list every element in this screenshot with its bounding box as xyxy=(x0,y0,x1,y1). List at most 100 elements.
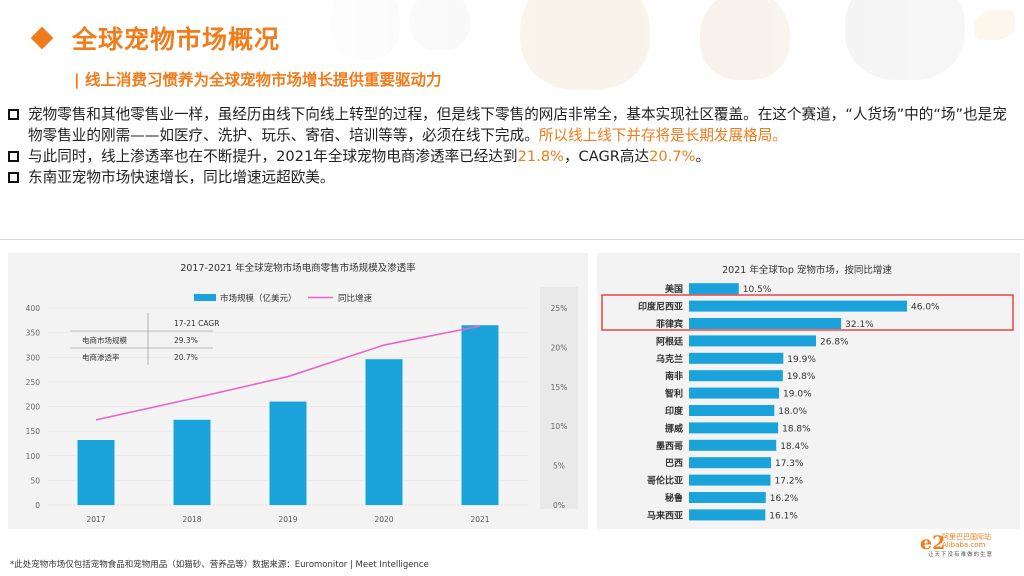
page-subtitle: | 线上消费习惯养为全球宠物市场增长提供重要驱动力 xyxy=(74,71,442,89)
x-tick-label: 2020 xyxy=(374,515,393,524)
y-tick-label: 100 xyxy=(26,452,41,461)
logo-line1: 阿里巴巴国际站 xyxy=(942,533,991,541)
country-label: 南非 xyxy=(665,370,683,382)
y-tick-label: 350 xyxy=(26,329,41,338)
bar-菲律宾 xyxy=(689,318,842,329)
bullet-item: 与此同时，线上渗透率也在不断提升，2021年全球宠物电商渗透率已经达到21.8%… xyxy=(8,146,1016,167)
bar-2017 xyxy=(77,439,115,505)
title-row: 全球宠物市场概况 xyxy=(30,20,281,56)
value-label: 19.9% xyxy=(787,355,816,365)
bar-2019 xyxy=(269,401,307,505)
country-label: 秘鲁 xyxy=(665,492,683,504)
chart-title: 2021 年全球Top 宠物市场，按同比增速 xyxy=(722,264,892,276)
cagr-row-label: 电商市场规模 xyxy=(82,335,127,345)
header-banner xyxy=(0,0,1024,96)
value-label: 17.3% xyxy=(775,459,804,469)
country-label: 菲律宾 xyxy=(656,318,683,330)
page-title: 全球宠物市场概况 xyxy=(72,25,281,54)
y2-tick-label: 0% xyxy=(553,501,565,510)
bullet-text: ，CAGR高达 xyxy=(563,148,650,165)
bullet-list: 宠物零售和其他零售业一样，虽经历由线下向线上转型的过程，但是线下零售的网店非常全… xyxy=(8,104,1016,188)
bar-阿根廷 xyxy=(689,335,817,347)
country-label: 墨西哥 xyxy=(656,441,683,452)
bar-秘鲁 xyxy=(689,492,766,503)
bar-2018 xyxy=(173,419,211,505)
legend-line-label: 同比增速 xyxy=(338,293,373,304)
x-tick-label: 2018 xyxy=(182,515,201,524)
cagr-table: 17-21 CAGR 电商市场规模 29.3% 电商渗透率 20.7% xyxy=(70,313,219,365)
cagr-value: 20.7% xyxy=(649,148,696,165)
x-tick-label: 2017 xyxy=(86,515,105,524)
bar-印度 xyxy=(689,405,775,416)
logo-line3: 让天下没有难做的生意 xyxy=(928,552,994,558)
value-label: 17.2% xyxy=(775,477,804,487)
bullet-text: 宠物零售和其他零售业一样，虽经历由线下向线上转型的过程，但是线下零售的网店非常全… xyxy=(28,106,1007,144)
penetration-value: 21.8% xyxy=(517,148,564,165)
country-label: 印度 xyxy=(665,405,684,417)
country-label: 美国 xyxy=(665,283,683,295)
bullet-box-icon xyxy=(8,109,19,120)
cagr-row-value: 29.3% xyxy=(174,336,198,345)
logo-mark: e2 xyxy=(920,532,946,554)
bullet-item: 东南亚宠物市场快速增长，同比增速远超欧美。 xyxy=(8,167,1016,188)
bullet-text: 与此同时，线上渗透率也在不断提升，2021年全球宠物电商渗透率已经达到 xyxy=(28,148,518,165)
bullet-item: 宠物零售和其他零售业一样，虽经历由线下向线上转型的过程，但是线下零售的网店非常全… xyxy=(8,104,1016,146)
country-label: 智利 xyxy=(665,388,683,400)
y2-tick-label: 15% xyxy=(551,383,568,392)
y-tick-label: 0 xyxy=(35,501,40,510)
right-axis-band xyxy=(540,287,578,509)
value-label: 19.8% xyxy=(787,372,816,382)
bar-马来西亚 xyxy=(689,509,766,521)
value-label: 10.5% xyxy=(743,285,772,295)
value-label: 16.1% xyxy=(769,511,798,521)
highlight-box xyxy=(601,294,1014,331)
cagr-row-value: 20.7% xyxy=(174,353,198,362)
y-tick-label: 50 xyxy=(30,476,40,485)
bar-2021 xyxy=(461,325,499,505)
value-label: 19.0% xyxy=(783,390,812,400)
alibaba-logo: e2 阿里巴巴国际站 Alibaba.com 让天下没有难做的生意 xyxy=(920,530,1020,558)
country-label: 乌克兰 xyxy=(656,353,683,365)
bar-美国 xyxy=(689,283,739,295)
bar-哥伦比亚 xyxy=(689,474,771,486)
bullet-text: 。 xyxy=(695,148,711,165)
cagr-table-header: 17-21 CAGR xyxy=(174,319,219,328)
divider xyxy=(0,239,1024,240)
bar-挪威 xyxy=(689,422,779,434)
ecommerce-chart: 2017-2021 年全球宠物市场电商零售市场规模及渗透率 0 50 100 150 2… xyxy=(8,253,588,529)
bullet-box-icon xyxy=(8,151,19,162)
footnote: *此处宠物市场仅包括宠物食品和宠物用品（如猫砂、营养品等）数据来源：Euromo… xyxy=(10,560,429,570)
ecommerce-chart-panel: 2017-2021 年全球宠物市场电商零售市场规模及渗透率 0 50 100 150 2… xyxy=(8,253,588,529)
chart-title: 2017-2021 年全球宠物市场电商零售市场规模及渗透率 xyxy=(180,262,416,274)
bar-南非 xyxy=(689,370,783,382)
value-label: 18.0% xyxy=(778,407,807,417)
bar-2020 xyxy=(365,359,403,505)
legend-bar-swatch xyxy=(194,294,216,301)
country-label: 挪威 xyxy=(665,422,683,434)
logo-line2: Alibaba.com xyxy=(942,541,986,549)
bar-巴西 xyxy=(689,457,771,469)
growth-line xyxy=(95,325,481,421)
bar-墨西哥 xyxy=(689,439,777,451)
y2-tick-label: 5% xyxy=(553,462,565,471)
value-label: 18.4% xyxy=(780,442,809,452)
x-tick-label: 2019 xyxy=(278,515,297,524)
diamond-icon xyxy=(30,26,54,50)
y-tick-label: 400 xyxy=(26,304,41,313)
country-label: 印度尼西亚 xyxy=(638,301,683,313)
y-tick-label: 250 xyxy=(26,378,41,387)
y2-tick-label: 20% xyxy=(551,343,568,352)
bar-印度尼西亚 xyxy=(689,300,907,312)
bullet-box-icon xyxy=(8,172,19,183)
country-label: 巴西 xyxy=(665,458,683,469)
y2-tick-label: 25% xyxy=(551,304,568,313)
growth-ranking-panel: 2021 年全球Top 宠物市场，按同比增速 美国 10.5% 印度尼西亚 46.0%… xyxy=(597,253,1020,529)
value-label: 18.8% xyxy=(782,424,811,434)
value-label: 26.8% xyxy=(820,337,849,347)
x-tick-label: 2021 xyxy=(470,515,489,524)
bullet-text: 东南亚宠物市场快速增长，同比增速远超欧美。 xyxy=(28,169,335,186)
cagr-row-label: 电商渗透率 xyxy=(82,352,120,362)
country-label: 马来西亚 xyxy=(647,509,683,521)
bullet-highlight: 所以线上线下并存将是长期发展格局。 xyxy=(538,127,787,144)
bar-智利 xyxy=(689,387,780,399)
